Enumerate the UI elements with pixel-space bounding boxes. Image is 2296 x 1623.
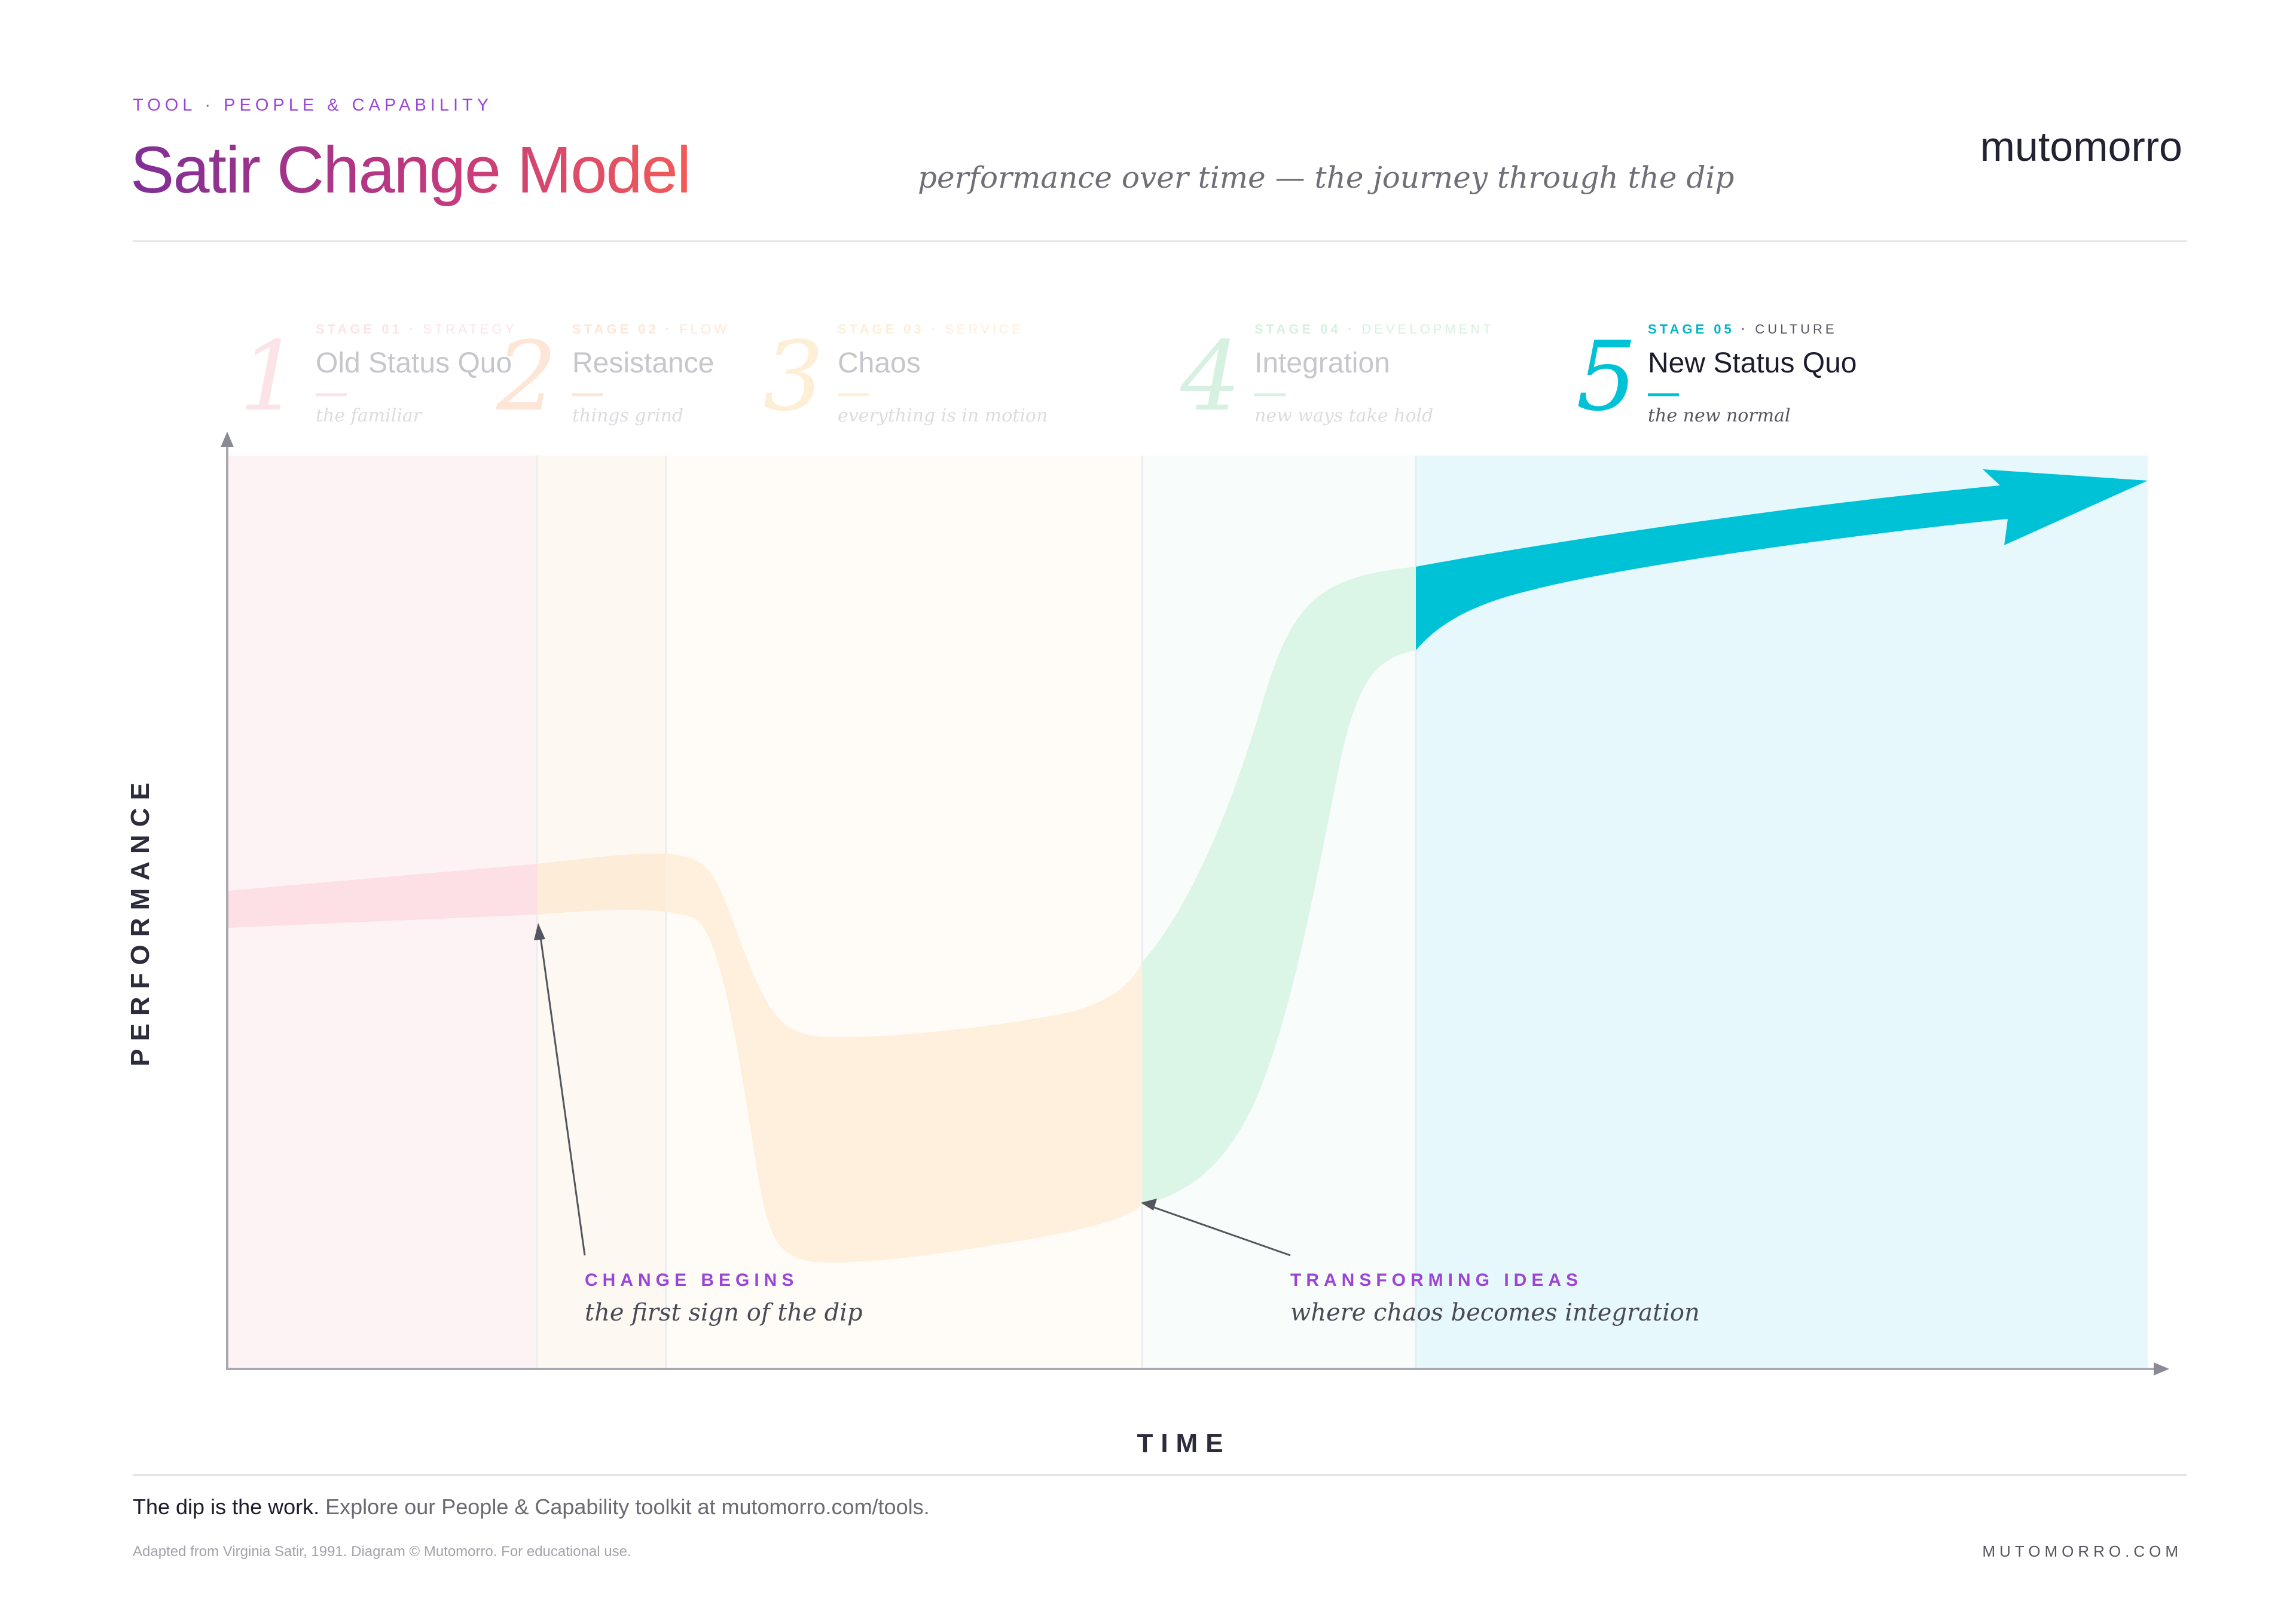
stage-1-name: Old Status Quo (316, 347, 512, 379)
footer-tagline-link-text[interactable]: Explore our People & Capability toolkit … (319, 1494, 930, 1519)
transforming-ideas-pointer-head (1141, 1199, 1157, 1211)
stage-2-description: things grind (572, 405, 684, 426)
stage-5-number: 5 (1576, 320, 1637, 432)
kicker: TOOL · PEOPLE & CAPABILITY (133, 96, 493, 115)
stage-5-name: New Status Quo (1648, 347, 1857, 379)
stage-5-tag: STAGE 05 · CULTURE (1648, 322, 1837, 337)
stage-1-dash (316, 393, 347, 396)
stage-2-dash (572, 393, 603, 396)
callout-transforming-ideas-description: where chaos becomes integration (1290, 1299, 1700, 1326)
stage-4-description: new ways take hold (1254, 405, 1434, 426)
change-begins-pointer-head (534, 923, 545, 940)
arrow-new-status-quo (1416, 469, 2148, 650)
footer-tagline-bold: The dip is the work. (133, 1494, 320, 1519)
x-axis-label: TIME (1137, 1429, 1231, 1458)
stage-2[interactable]: 2 STAGE 02 · FLOW Resistance things grin… (496, 317, 735, 436)
zone-new-status-quo (1416, 456, 2148, 1368)
stage-5-description: the new normal (1648, 405, 1791, 426)
stage-3[interactable]: 3 STAGE 03 · SERVICE Chaos everything is… (763, 317, 1098, 436)
stage-3-description: everything is in motion (838, 405, 1048, 426)
footer-divider (133, 1474, 2187, 1476)
stage-5-dash (1648, 393, 1679, 396)
band-chaos-overlay (666, 854, 1142, 1263)
stage-3-dash (838, 393, 869, 396)
stage-4-dash (1254, 393, 1286, 396)
stage-1-description: the familiar (316, 405, 422, 426)
transforming-ideas-pointer (1150, 1205, 1291, 1257)
y-axis-label: PERFORMANCE (126, 775, 155, 1066)
stage-1-tag: STAGE 01 · STRATEGY (316, 322, 517, 337)
footer-site-link[interactable]: MUTOMORRO.COM (1982, 1542, 2182, 1560)
band-integration (1142, 567, 1416, 1205)
change-begins-pointer (539, 932, 586, 1256)
callout-transforming-ideas: TRANSFORMING IDEAS where chaos becomes i… (1290, 1270, 1700, 1326)
stage-4-tag: STAGE 04 · DEVELOPMENT (1254, 322, 1494, 337)
callout-transforming-ideas-title: TRANSFORMING IDEAS (1290, 1270, 1583, 1290)
stage-3-name: Chaos (838, 347, 921, 379)
x-axis-arrowhead (2154, 1362, 2169, 1376)
header-divider (133, 240, 2187, 242)
subtitle: performance over time — the journey thro… (918, 160, 1735, 195)
stage-2-tag: STAGE 02 · FLOW (572, 322, 729, 337)
brand-logo[interactable]: mutomorro (1980, 123, 2182, 170)
stage-2-number: 2 (496, 320, 557, 432)
band-old-status-quo (228, 864, 537, 928)
footer-tagline: The dip is the work. Explore our People … (133, 1494, 930, 1520)
stage-4[interactable]: 4 STAGE 04 · DEVELOPMENT Integration new… (1180, 317, 1515, 436)
stage-1[interactable]: 1 STAGE 01 · STRATEGY Old Status Quo the… (239, 317, 514, 436)
stage-2-name: Resistance (572, 347, 715, 379)
stage-4-name: Integration (1254, 347, 1390, 379)
callout-change-begins: CHANGE BEGINS the first sign of the dip (585, 1270, 863, 1326)
stage-3-number: 3 (763, 320, 824, 432)
stage-1-number: 1 (239, 320, 300, 432)
callout-change-begins-description: the first sign of the dip (585, 1299, 863, 1326)
page-title: Satir Change Model (130, 126, 691, 215)
y-axis-arrowhead (221, 432, 234, 447)
stage-3-tag: STAGE 03 · SERVICE (838, 322, 1024, 337)
callout-change-begins-title: CHANGE BEGINS (585, 1270, 799, 1290)
stage-4-number: 4 (1180, 320, 1241, 432)
footer-credit: Adapted from Virginia Satir, 1991. Diagr… (133, 1543, 631, 1560)
stage-5[interactable]: 5 STAGE 05 · CULTURE New Status Quo the … (1576, 317, 1899, 436)
